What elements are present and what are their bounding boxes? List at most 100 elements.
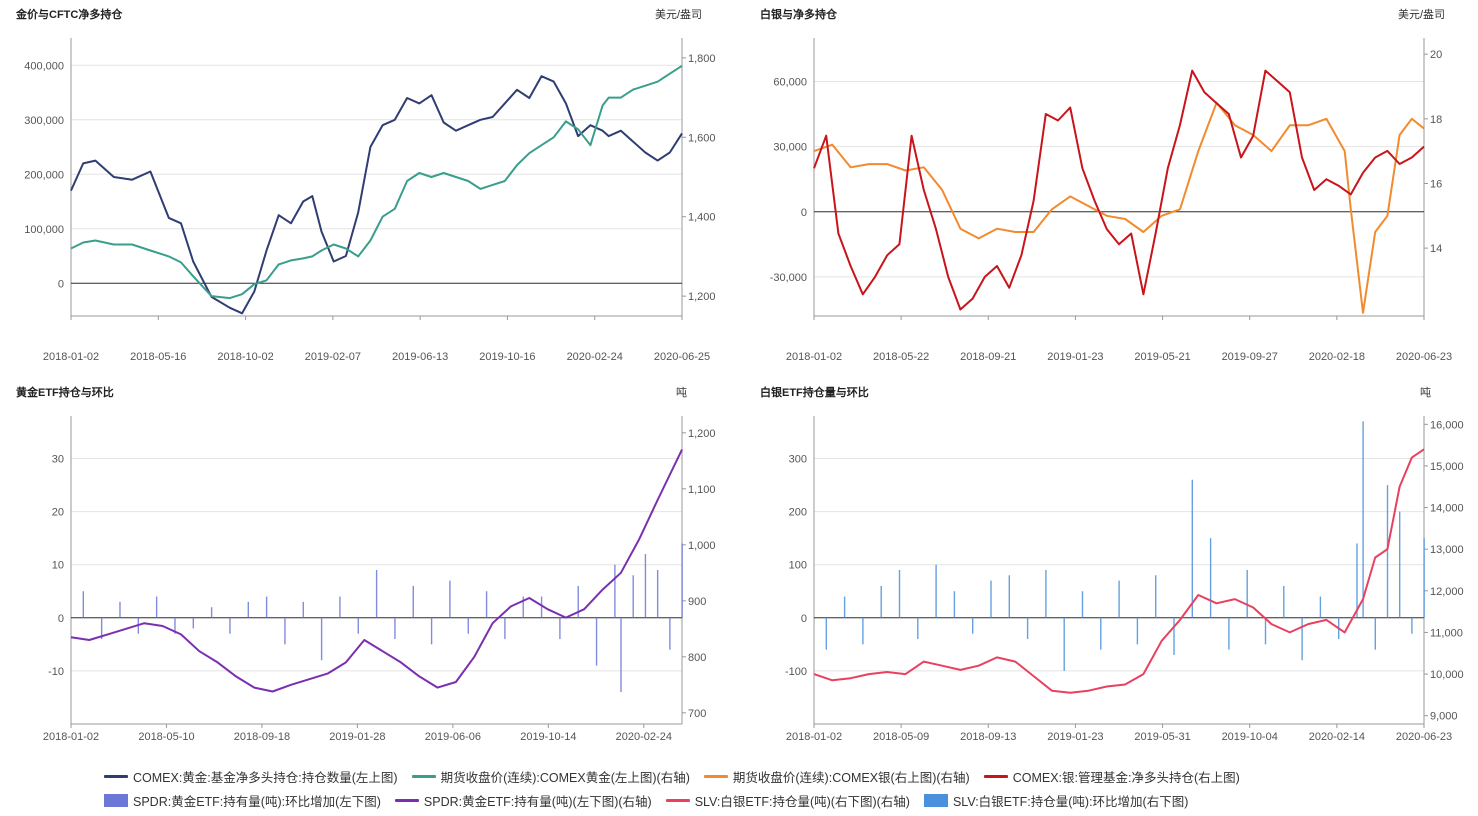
left-tick-label: 30,000 <box>773 142 807 154</box>
bar-mark <box>1362 421 1364 618</box>
series-line <box>813 69 1425 311</box>
legend-label: 期货收盘价(连续):COMEX黄金(左上图)(右轴) <box>440 770 690 785</box>
x-tick-label: 2019-02-07 <box>305 351 361 363</box>
legend-item[interactable]: COMEX:银:管理基金:净多头持仓(右上图) <box>983 767 1240 786</box>
left-tick-label: -30,000 <box>770 272 807 284</box>
bar-mark <box>917 617 919 640</box>
legend-swatch <box>104 774 128 778</box>
legend-label: SLV:白银ETF:持仓量(吨):环比增加(右下图) <box>952 794 1189 809</box>
bar-mark <box>339 596 341 618</box>
bar-mark <box>1209 538 1212 618</box>
x-tick-label: 2019-01-28 <box>329 731 385 743</box>
right-tick-label: 16,000 <box>1430 419 1464 431</box>
bar-mark <box>302 601 304 618</box>
left-tick-label: 300,000 <box>24 115 64 127</box>
legend-item[interactable]: 期货收盘价(连续):COMEX黄金(左上图)(右轴) <box>411 767 690 786</box>
bar-mark <box>1173 617 1175 655</box>
bar-mark <box>559 617 561 640</box>
bar-mark <box>100 617 103 640</box>
bar-mark <box>1246 570 1248 618</box>
left-tick-label: 200,000 <box>24 169 64 181</box>
legend-item[interactable]: SLV:白银ETF:持仓量(吨)(右下图)(右轴) <box>665 791 910 810</box>
bar-mark <box>614 564 616 618</box>
x-tick-label: 2019-01-23 <box>1047 351 1103 363</box>
x-tick-label: 2020-02-18 <box>1309 351 1365 363</box>
bar-mark <box>1228 617 1230 650</box>
bar-mark <box>1399 511 1401 618</box>
bar-mark <box>174 617 176 634</box>
series-line <box>813 448 1425 694</box>
bar-mark <box>1301 617 1303 661</box>
bar-mark <box>972 617 974 634</box>
right-tick-label: 1,100 <box>688 484 716 496</box>
legend-item[interactable]: SPDR:黄金ETF:持有量(吨):环比增加(左下图) <box>104 791 381 810</box>
right-tick-label: 1,600 <box>688 132 716 144</box>
legend-swatch <box>665 798 690 802</box>
right-tick-label: 9,000 <box>1430 711 1458 723</box>
right-tick-label: 15,000 <box>1430 461 1464 473</box>
chart-panel-3: 黄金ETF持仓与环比 吨 -10 0 10 20 30 700 800 900 1,000 1,100… <box>16 385 716 743</box>
left-tick-label: 0 <box>58 278 64 290</box>
bar-mark <box>577 585 579 618</box>
bar-mark <box>1081 591 1084 618</box>
x-tick-label: 2019-01-23 <box>1047 731 1103 743</box>
bar-mark <box>247 601 249 618</box>
bar-mark <box>522 596 524 618</box>
right-tick-label: 900 <box>688 596 706 608</box>
bar-mark <box>669 617 671 650</box>
legend-item[interactable]: SPDR:黄金ETF:持有量(吨)(左下图)(右轴) <box>394 791 652 810</box>
legend-item[interactable]: COMEX:黄金:基金净多头持仓:持仓数量(左上图) <box>104 767 398 786</box>
left-tick-label: 0 <box>58 613 64 625</box>
legend-swatch <box>983 774 1008 778</box>
left-tick-label: 100 <box>789 560 807 572</box>
chart-panel-4: 白银ETF持仓量与环比 吨 -100 0 100 200 300 9,000 10,000 11,… <box>760 385 1464 743</box>
legend-label: SPDR:黄金ETF:持有量(吨)(左下图)(右轴) <box>423 794 652 809</box>
right-tick-label: 14,000 <box>1430 503 1464 515</box>
left-tick-label: 300 <box>789 453 807 465</box>
left-tick-label: -100 <box>785 666 807 678</box>
chart-panel-2: 白银与净多持仓 美元/盎司 -30,000 0 30,000 60,000 14 16 18 20… <box>760 7 1452 363</box>
x-tick-label: 2019-06-06 <box>425 731 481 743</box>
x-tick-label: 2020-02-24 <box>567 351 623 363</box>
left-tick-label: 0 <box>801 207 807 219</box>
series-line <box>70 64 683 300</box>
bar-mark <box>430 617 433 645</box>
bar-mark <box>192 617 194 629</box>
right-tick-label: 20 <box>1430 49 1442 61</box>
left-tick-label: 10 <box>52 560 64 572</box>
left-tick-label: 0 <box>801 613 807 625</box>
bar-mark <box>394 617 396 640</box>
legend-label: SPDR:黄金ETF:持有量(吨):环比增加(左下图) <box>133 794 381 809</box>
x-tick-label: 2019-05-31 <box>1134 731 1190 743</box>
bar-mark <box>1045 570 1047 618</box>
x-tick-label: 2020-06-23 <box>1396 351 1452 363</box>
bar-mark <box>1374 617 1376 650</box>
bar-mark <box>1008 575 1010 618</box>
bar-mark <box>1118 580 1120 618</box>
left-tick-label: 30 <box>52 453 64 465</box>
bar-mark <box>880 585 882 618</box>
right-axis-unit: 美元/盎司 <box>655 7 702 21</box>
right-tick-label: 11,000 <box>1430 627 1463 639</box>
bar-mark <box>1100 617 1102 650</box>
right-tick-label: 1,200 <box>688 428 716 440</box>
x-tick-label: 2020-02-24 <box>616 731 672 743</box>
right-tick-label: 800 <box>688 652 706 664</box>
right-tick-label: 1,800 <box>688 53 716 65</box>
x-tick-label: 2018-01-02 <box>43 351 99 363</box>
legend-swatch <box>104 793 128 807</box>
bar-mark <box>485 591 488 618</box>
x-tick-label: 2020-06-23 <box>1396 731 1452 743</box>
bar-mark <box>1136 617 1139 645</box>
legend-item[interactable]: SLV:白银ETF:持仓量(吨):环比增加(右下图) <box>923 791 1189 810</box>
panel-title: 黄金ETF持仓与环比 <box>16 385 114 399</box>
bar-mark <box>357 617 359 634</box>
bar-mark <box>1264 617 1267 645</box>
legend-item[interactable]: 期货收盘价(连续):COMEX银(右上图)(右轴) <box>703 767 970 786</box>
right-tick-label: 10,000 <box>1430 669 1464 681</box>
bar-mark <box>843 596 846 618</box>
bar-mark <box>155 596 158 618</box>
bar-mark <box>320 617 323 661</box>
x-tick-label: 2018-05-16 <box>130 351 186 363</box>
